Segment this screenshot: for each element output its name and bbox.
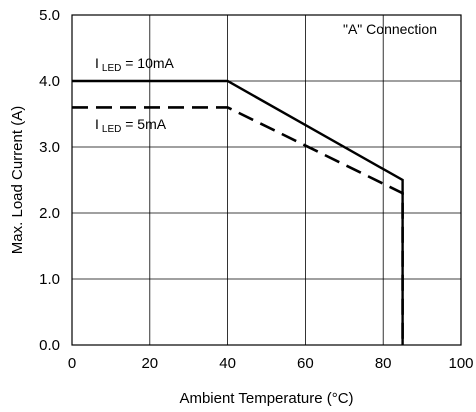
- y-tick-label: 5.0: [39, 7, 60, 24]
- y-tick-label: 0.0: [39, 337, 60, 354]
- connection-annotation: "A" Connection: [343, 21, 437, 37]
- y-tick-label: 3.0: [39, 139, 60, 156]
- x-tick-label: 40: [219, 355, 236, 372]
- x-tick-label: 100: [448, 355, 473, 372]
- x-tick-label: 0: [68, 355, 76, 372]
- y-tick-label: 1.0: [39, 271, 60, 288]
- y-tick-label: 4.0: [39, 73, 60, 90]
- x-tick-label: 20: [141, 355, 158, 372]
- series-line-5ma: [72, 106, 404, 345]
- grid: [72, 15, 461, 345]
- x-tick-labels: 0 20 40 60 80 100: [68, 355, 474, 372]
- series-lines: [72, 79, 404, 345]
- y-tick-label: 2.0: [39, 205, 60, 222]
- plot-frame: [71, 14, 462, 346]
- x-tick-label: 80: [375, 355, 392, 372]
- y-tick-labels: 0.0 1.0 2.0 3.0 4.0 5.0: [39, 7, 60, 354]
- x-tick-label: 60: [297, 355, 314, 372]
- series-label-10ma: I LED = 10mA: [95, 55, 175, 74]
- y-axis-title: Max. Load Current (A): [9, 106, 26, 254]
- series-label-5ma: I LED = 5mA: [95, 116, 167, 135]
- x-axis-title: Ambient Temperature (°C): [179, 390, 353, 407]
